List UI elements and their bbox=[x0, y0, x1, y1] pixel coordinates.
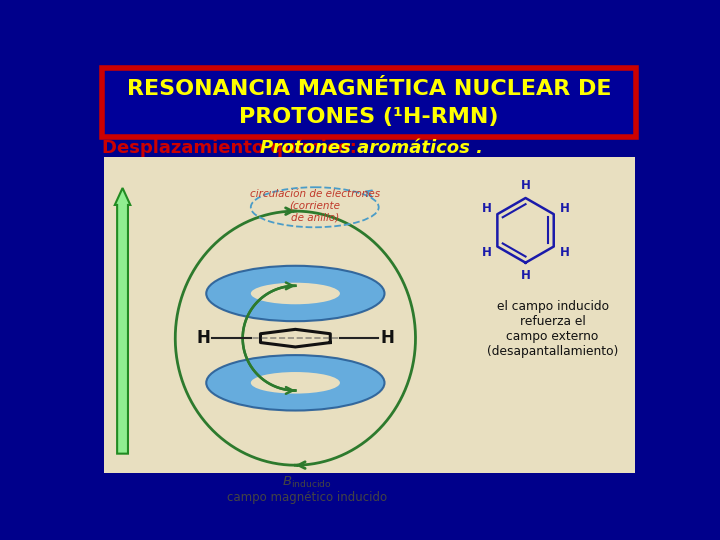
Text: el campo inducido
refuerza el
campo externo
(desapantallamiento): el campo inducido refuerza el campo exte… bbox=[487, 300, 618, 357]
Ellipse shape bbox=[251, 372, 340, 394]
Text: Protones aromáticos .: Protones aromáticos . bbox=[260, 139, 482, 157]
Text: H: H bbox=[381, 329, 395, 347]
Text: H: H bbox=[559, 246, 570, 259]
Text: RESONANCIA MAGNÉTICA NUCLEAR DE: RESONANCIA MAGNÉTICA NUCLEAR DE bbox=[127, 79, 611, 99]
Text: $B_{\rm inducido}$: $B_{\rm inducido}$ bbox=[282, 475, 332, 490]
Ellipse shape bbox=[206, 355, 384, 410]
Text: H: H bbox=[521, 268, 531, 281]
Text: campo magnético inducido: campo magnético inducido bbox=[227, 491, 387, 504]
Text: H: H bbox=[521, 179, 531, 192]
Text: circulación de electrones
(corriente
de anillo): circulación de electrones (corriente de … bbox=[250, 189, 380, 222]
Text: H: H bbox=[559, 201, 570, 214]
Text: H: H bbox=[197, 329, 210, 347]
Text: H: H bbox=[482, 201, 492, 214]
FancyBboxPatch shape bbox=[102, 68, 636, 137]
Ellipse shape bbox=[251, 283, 340, 304]
FancyBboxPatch shape bbox=[104, 157, 635, 473]
Text: Desplazamiento químico:: Desplazamiento químico: bbox=[102, 139, 363, 157]
Text: PROTONES (¹H-RMN): PROTONES (¹H-RMN) bbox=[239, 107, 499, 127]
FancyArrow shape bbox=[114, 188, 130, 454]
Ellipse shape bbox=[206, 266, 384, 321]
Text: H: H bbox=[482, 246, 492, 259]
